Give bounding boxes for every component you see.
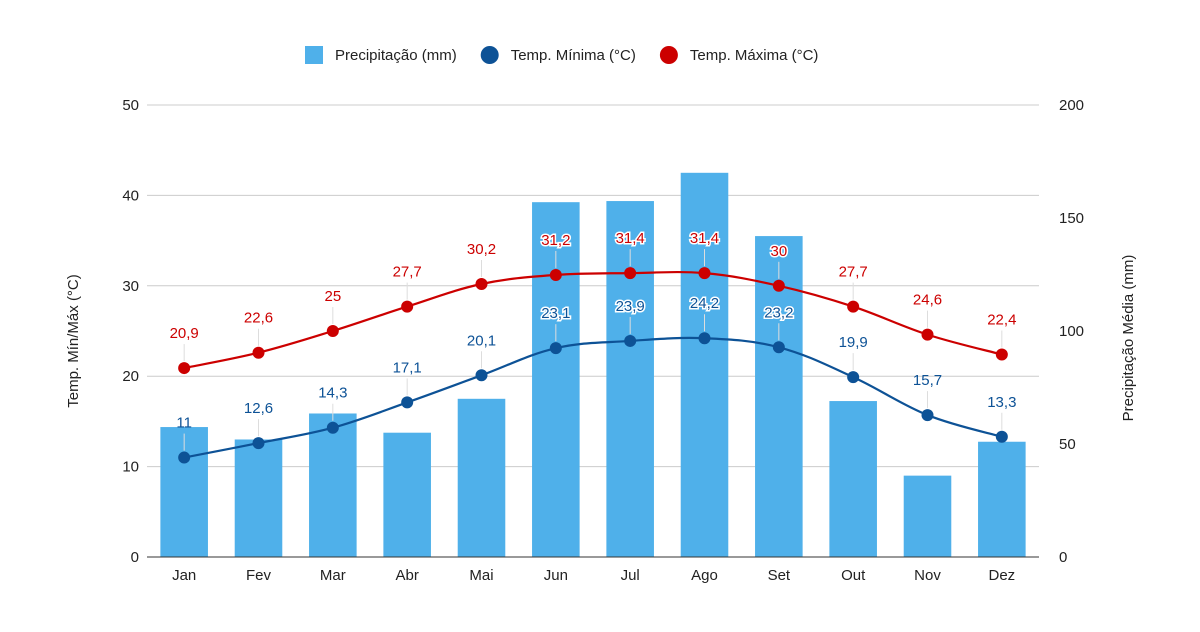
y-left-tick-label: 30 [122, 278, 139, 295]
max-temp-data-label: 25 [324, 288, 341, 305]
min-temp-data-label: 20,1 [467, 332, 496, 349]
data-labels: 11 12,6 14,3 17,1 20,1 23,1 23,9 24,2 23,2 19,9 15… [170, 229, 1016, 451]
max-temp-point [921, 328, 934, 341]
y-left-tick-label: 20 [122, 368, 139, 385]
temperature-lines [178, 267, 1008, 464]
max-temp-point [772, 279, 785, 292]
min-temp-data-label: 24,2 [690, 295, 719, 312]
min-temp-data-label: 11 [176, 415, 192, 432]
min-temp-point [772, 341, 785, 354]
max-temp-data-label: 31,4 [690, 230, 719, 247]
x-tick-label: Mai [469, 567, 493, 584]
min-temp-point [252, 437, 265, 450]
max-temp-data-label: 20,9 [170, 325, 199, 342]
y-left-tick-label: 0 [131, 549, 139, 566]
precipitation-bar [829, 401, 877, 557]
legend-min-temp-swatch[interactable] [480, 46, 499, 64]
max-temp-point [252, 346, 265, 359]
min-temp-data-label: 23,1 [541, 305, 570, 322]
x-tick-label: Ago [691, 567, 718, 584]
min-temp-data-label: 14,3 [318, 385, 347, 402]
legend-min-temp-label[interactable]: Temp. Mínima (°C) [511, 47, 636, 64]
min-temp-data-label: 23,9 [616, 298, 645, 315]
min-temp-point [921, 409, 934, 422]
max-temp-point [847, 300, 860, 313]
x-tick-label: Out [841, 567, 866, 584]
precipitation-bar [457, 398, 506, 557]
min-temp-point [624, 334, 637, 347]
min-temp-data-label: 12,6 [244, 400, 273, 417]
min-temp-line [183, 336, 1003, 459]
max-temp-data-label: 24,6 [913, 292, 942, 309]
precipitation-bar [234, 439, 283, 557]
x-tick-label: Fev [246, 567, 272, 584]
y-left-tick-label: 10 [122, 459, 139, 476]
precipitation-bar [309, 413, 357, 557]
max-temp-point [178, 362, 191, 375]
max-temp-data-label: 22,4 [987, 312, 1016, 329]
precipitation-bars [160, 172, 1026, 558]
min-temp-data-label: 23,2 [764, 304, 793, 321]
min-temp-point [401, 396, 414, 409]
legend-max-temp-label[interactable]: Temp. Máxima (°C) [690, 47, 819, 64]
max-temp-point [549, 268, 562, 281]
max-temp-data-label: 31,2 [541, 232, 570, 249]
axes: 0 10 20 30 40 50 0 50 100 150 200 Jan Fev Mar Abr Mai Ju… [65, 97, 1137, 584]
legend[interactable]: Precipitação (mm) Temp. Mínima (°C) Temp. … [305, 46, 818, 64]
max-temp-point [698, 267, 711, 280]
x-tick-label: Nov [914, 567, 941, 584]
min-temp-data-label: 17,1 [393, 359, 422, 376]
legend-max-temp-swatch[interactable] [659, 46, 678, 64]
min-temp-point [326, 421, 339, 434]
x-tick-label: Dez [988, 567, 1015, 584]
max-temp-data-label: 30 [770, 243, 787, 260]
min-temp-point [475, 369, 488, 382]
max-temp-line [183, 270, 1003, 370]
y-left-axis-title: Temp. Mín/Máx (°C) [65, 274, 82, 408]
y-right-tick-label: 150 [1059, 210, 1084, 227]
precipitation-bar [978, 441, 1026, 557]
y-right-axis-title: Precipitação Média (mm) [1120, 255, 1137, 422]
max-temp-data-label: 27,7 [393, 264, 422, 281]
y-right-tick-label: 100 [1059, 323, 1084, 340]
max-temp-data-label: 30,2 [467, 241, 496, 258]
precipitation-bar [680, 172, 729, 558]
legend-precipitation-swatch[interactable] [305, 46, 323, 64]
max-temp-point [995, 348, 1008, 361]
x-tick-label: Abr [395, 567, 418, 584]
min-temp-point [995, 430, 1008, 443]
x-tick-label: Set [768, 567, 791, 584]
gridlines [147, 104, 1039, 468]
max-temp-point [401, 300, 414, 313]
min-temp-data-label: 13,3 [987, 394, 1016, 411]
min-temp-point [178, 451, 191, 464]
max-temp-data-label: 27,7 [839, 264, 868, 281]
min-temp-point [698, 332, 711, 345]
x-tick-label: Jan [172, 567, 196, 584]
y-right-tick-label: 200 [1059, 97, 1084, 114]
x-tick-label: Jun [544, 567, 568, 584]
x-tick-label: Mar [320, 567, 346, 584]
max-temp-data-label: 22,6 [244, 310, 273, 327]
max-temp-point [326, 325, 339, 337]
min-temp-point [847, 371, 860, 384]
precipitation-bar [383, 432, 431, 557]
y-left-tick-label: 40 [122, 187, 139, 204]
min-temp-data-label: 15,7 [913, 372, 942, 389]
y-left-tick-label: 50 [122, 97, 139, 114]
x-tick-label: Jul [621, 567, 640, 584]
max-temp-data-label: 31,4 [616, 230, 645, 247]
legend-precipitation-label[interactable]: Precipitação (mm) [335, 47, 457, 64]
max-temp-point [624, 267, 637, 280]
min-temp-point [549, 342, 562, 355]
y-right-tick-label: 0 [1059, 549, 1067, 566]
max-temp-point [475, 277, 488, 290]
precipitation-bar [903, 475, 952, 557]
y-right-tick-label: 50 [1059, 436, 1076, 453]
min-temp-data-label: 19,9 [839, 334, 868, 351]
